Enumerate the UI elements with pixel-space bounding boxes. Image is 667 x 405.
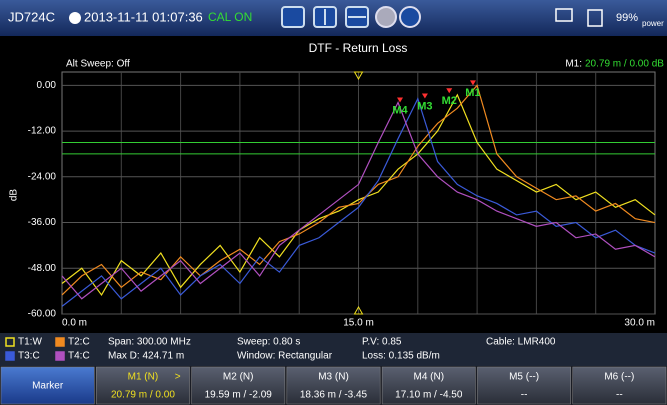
marker xyxy=(397,97,404,103)
model: JD724C xyxy=(8,9,55,24)
chart-title: DTF - Return Loss xyxy=(309,41,408,55)
y-axis-label: dB xyxy=(9,189,20,202)
info-text: Span: 300.00 MHz xyxy=(108,337,191,348)
trace xyxy=(61,100,656,300)
marker-label: M3 xyxy=(417,100,432,112)
softkey-arrow: > xyxy=(175,372,181,383)
info-text: P.V: 0.85 xyxy=(362,337,402,348)
legend-label: T3:C xyxy=(18,351,40,362)
help-icon[interactable] xyxy=(399,6,421,28)
y-tick-label: -12.00 xyxy=(28,126,57,137)
y-tick-label: -48.00 xyxy=(28,263,57,274)
battery: 99% xyxy=(616,12,638,24)
softkey-title: M2 (N) xyxy=(223,372,254,383)
legend-swatch xyxy=(55,351,65,361)
softkey[interactable] xyxy=(191,366,286,405)
marker xyxy=(469,80,476,86)
legend-label: T4:C xyxy=(68,351,90,362)
datetime: 2013-11-11 01:07:36 xyxy=(84,9,203,24)
softkey-value: 19.59 m / -2.09 xyxy=(205,390,273,401)
info-text: Sweep: 0.80 s xyxy=(237,337,300,348)
legend-label: T2:C xyxy=(68,337,90,348)
legend-swatch xyxy=(55,337,65,347)
cal-status: CAL ON xyxy=(208,10,252,24)
softkey[interactable] xyxy=(0,366,95,405)
trace xyxy=(61,84,656,296)
y-tick-label: -60.00 xyxy=(28,309,57,320)
softkey-title: Marker xyxy=(32,381,64,392)
x-tick-label: 0.0 m xyxy=(62,318,87,329)
softkey[interactable] xyxy=(96,366,190,405)
softkey-title: M4 (N) xyxy=(414,372,445,383)
y-tick-label: -36.00 xyxy=(28,217,57,228)
power: power xyxy=(642,19,664,28)
softkey[interactable] xyxy=(381,366,476,405)
readout: 20.79 m / 0.00 dB xyxy=(585,59,664,70)
softkey-title: M1 (N) xyxy=(128,372,159,383)
marker-label: M1 xyxy=(465,87,480,99)
softkey-value: 20.79 m / 0.00 xyxy=(111,390,175,401)
info-text: Window: Rectangular xyxy=(237,351,333,362)
pc-icon xyxy=(555,8,573,22)
y-tick-label: -24.00 xyxy=(28,171,57,182)
layout-icon[interactable] xyxy=(281,6,305,28)
trace xyxy=(61,93,656,297)
softkey-value: 18.36 m / -3.45 xyxy=(300,390,368,401)
softkey-title: M5 (--) xyxy=(509,372,539,383)
softkey[interactable] xyxy=(477,366,571,405)
marker-label: M2 xyxy=(442,95,457,107)
trace xyxy=(61,97,656,307)
softkey-value: -- xyxy=(521,390,528,401)
marker xyxy=(446,88,453,94)
usb-icon xyxy=(587,9,603,27)
info-bar xyxy=(0,333,667,366)
y-tick-label: 0.00 xyxy=(37,80,57,91)
subtitle: Alt Sweep: Off xyxy=(66,59,130,70)
info-text: Max D: 424.71 m xyxy=(108,351,184,362)
softkey-value: -- xyxy=(616,390,623,401)
marker xyxy=(421,93,428,99)
clock-icon xyxy=(69,12,81,24)
softkey[interactable] xyxy=(572,366,667,405)
softkey-title: M3 (N) xyxy=(318,372,349,383)
x-tick-label: 30.0 m xyxy=(624,318,655,329)
x-tick-label: 15.0 m xyxy=(343,318,374,329)
legend-swatch xyxy=(5,351,15,361)
softkey-value: 17.10 m / -4.50 xyxy=(395,390,463,401)
cursor-top xyxy=(353,71,364,81)
softkey[interactable] xyxy=(286,366,381,405)
legend-label: T1:W xyxy=(18,337,42,348)
settings-icon[interactable] xyxy=(375,6,397,28)
legend-swatch xyxy=(5,337,15,347)
softkey-title: M6 (--) xyxy=(604,372,634,383)
cursor-bottom xyxy=(353,305,364,315)
marker-label: M4 xyxy=(392,104,408,116)
info-text: Loss: 0.135 dB/m xyxy=(362,351,440,362)
readout-label: M1: xyxy=(565,59,582,70)
info-text: Cable: LMR400 xyxy=(486,337,556,348)
